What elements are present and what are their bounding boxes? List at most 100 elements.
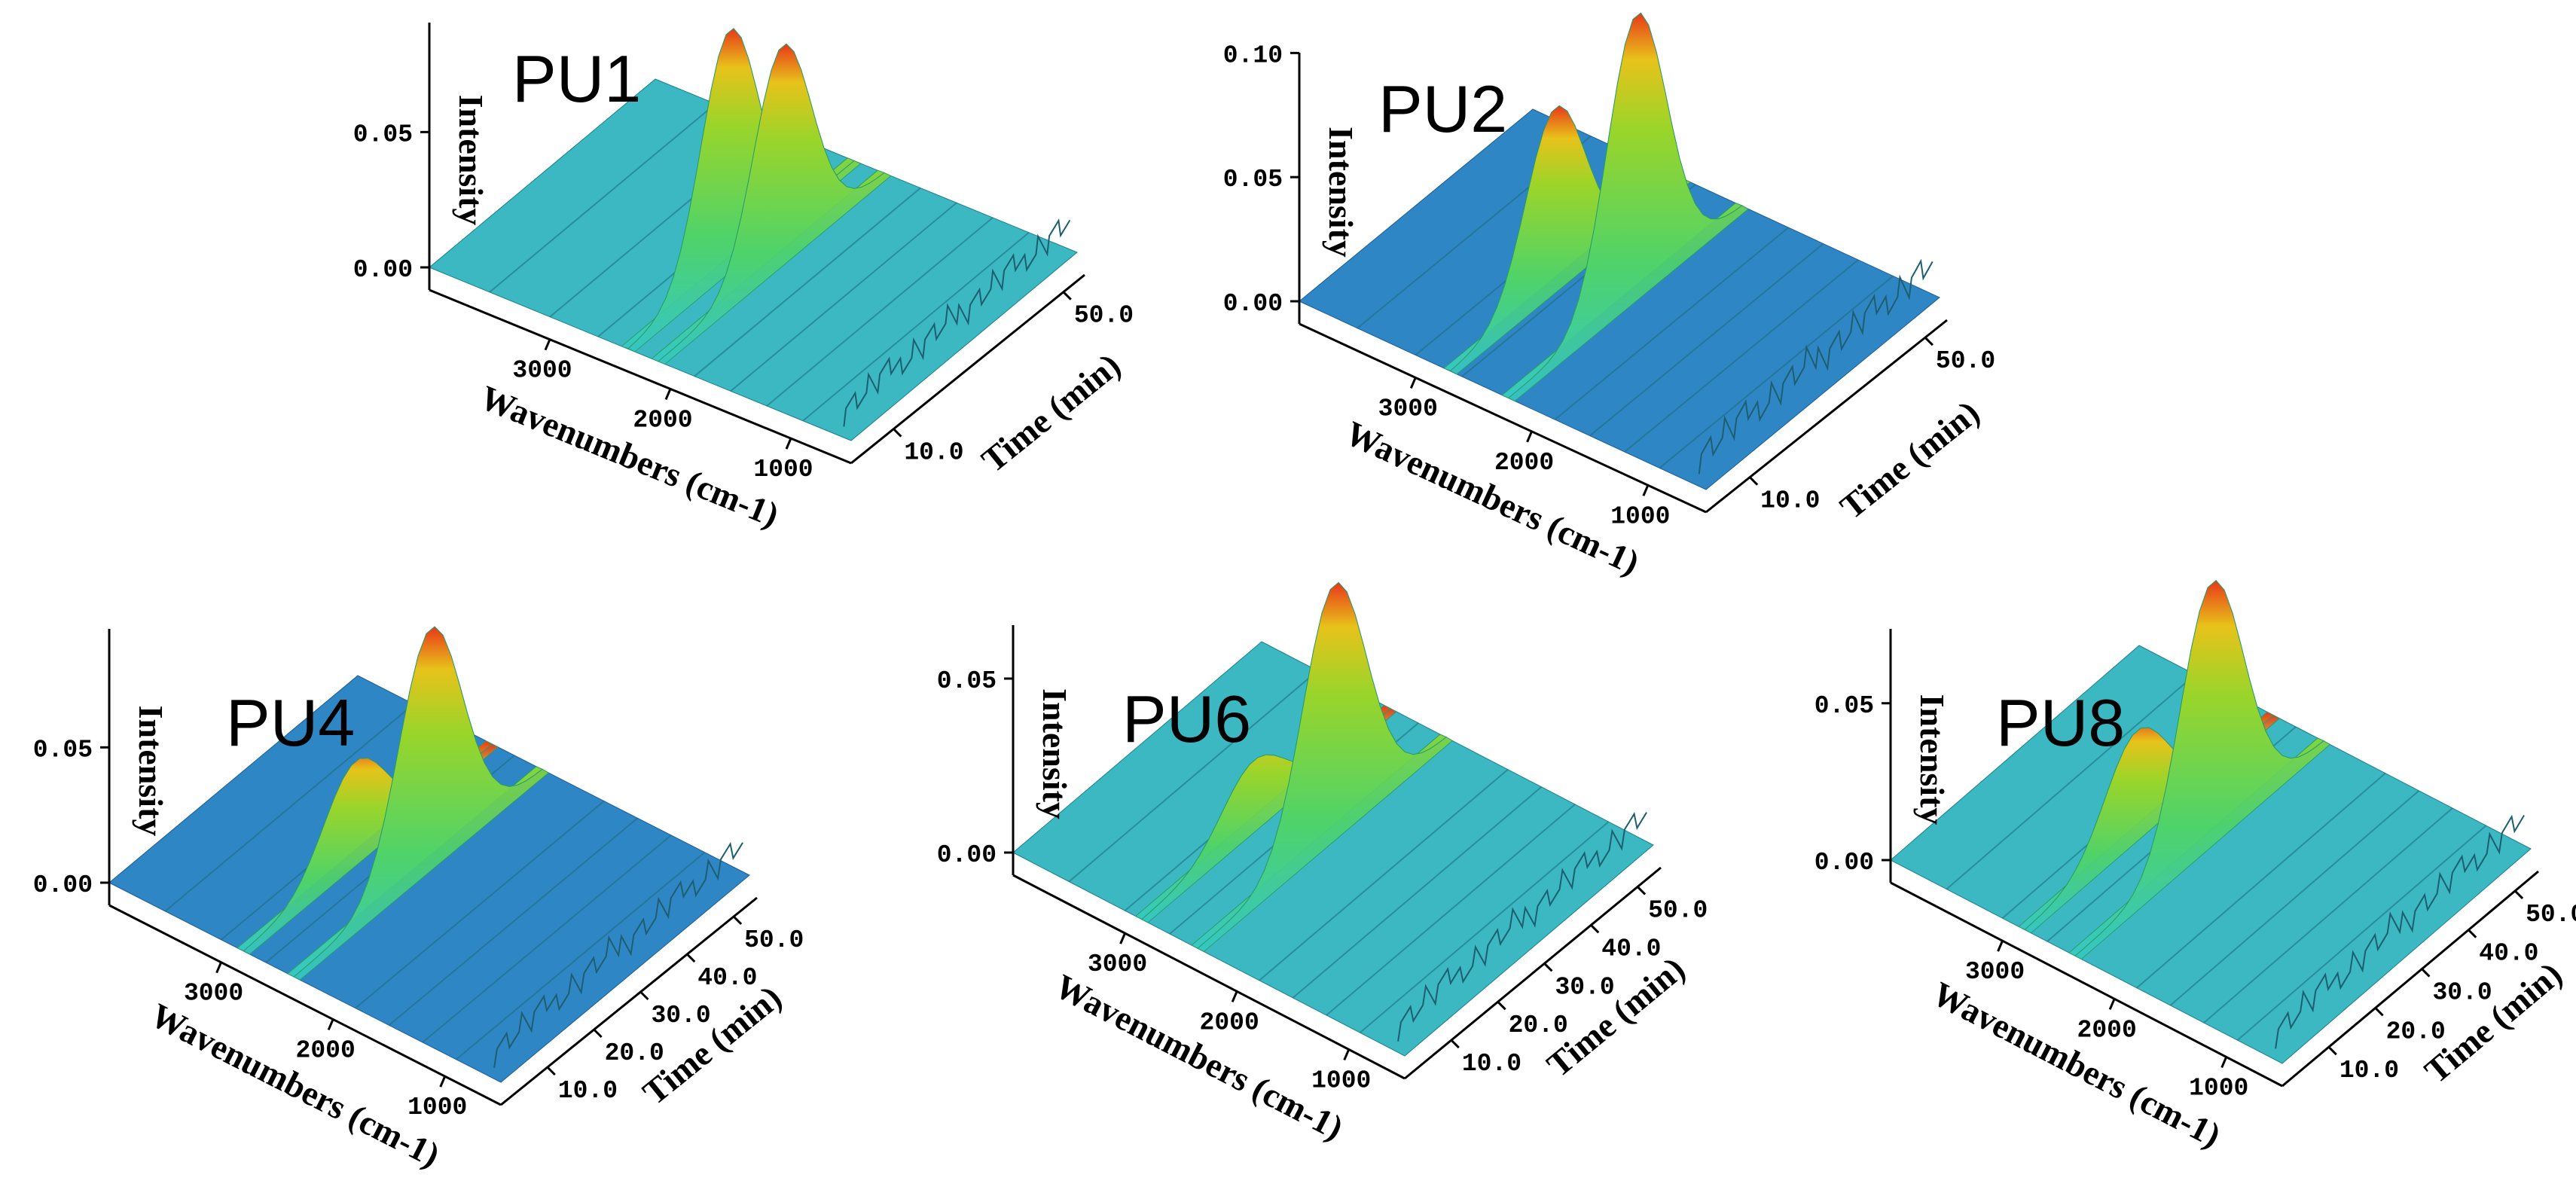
y-tick-mark: [1062, 291, 1072, 301]
surface-band: [1292, 786, 1543, 999]
x-tick-label: 2000: [1200, 1008, 1259, 1036]
panel-title: PU2: [1378, 72, 1507, 146]
y-tick-label: 40.0: [1601, 935, 1661, 963]
surface-band: [355, 800, 605, 1009]
y-tick-mark: [2468, 929, 2477, 938]
y-tick-mark: [2327, 1046, 2337, 1056]
x-axis: [1299, 322, 1707, 514]
surface-band: [1554, 227, 1790, 420]
x-tick-label: 2000: [2077, 1016, 2137, 1044]
y-tick-mark: [686, 953, 696, 963]
y-axis: [1705, 319, 1948, 514]
y-tick-mark: [1637, 886, 1647, 895]
y-tick-label: 50.0: [1936, 347, 1995, 375]
z-tick-label: 0.00: [33, 871, 93, 899]
x-tick-mark: [327, 1018, 334, 1031]
y-tick-mark: [639, 990, 649, 1001]
y-tick-mark: [1543, 963, 1553, 972]
surface-floor: [108, 675, 750, 1083]
x-tick-mark: [1997, 940, 2004, 952]
peak-ridge-shade-1: [627, 28, 862, 352]
z-axis-title: Intensity: [1322, 127, 1360, 258]
panel-pu8: 0.00 0.05 3000 2000 1000 10.0 20.0 30.0 40.0 50.0…: [1814, 579, 2576, 1155]
panel-title: PU1: [512, 41, 641, 116]
y-tick-mark: [1497, 1001, 1506, 1011]
surface-floor: [1890, 645, 2532, 1064]
surface-band: [730, 202, 957, 392]
x-tick-label: 2000: [1494, 449, 1554, 477]
x-axis-title: Wavenumbers (cm-1): [475, 378, 785, 535]
x-tick-mark: [664, 388, 672, 401]
surface-band: [489, 103, 716, 293]
z-tick-label: 0.00: [1814, 849, 1874, 877]
x-tick-mark: [785, 438, 792, 450]
z-axis-title: Intensity: [1913, 694, 1952, 825]
surface-band: [1659, 275, 1894, 469]
z-axis-title: Intensity: [452, 95, 490, 226]
y-tick-mark: [1590, 924, 1600, 934]
surface-band: [802, 231, 1030, 422]
y-axis: [1404, 866, 1662, 1080]
y-tick-mark: [733, 915, 743, 926]
panel-title: PU4: [226, 685, 355, 760]
x-tick-mark: [544, 339, 551, 351]
panel-pu4: 0.00 0.05 3000 2000 1000 10.0 20.0 30.0 40.0 50.0…: [33, 626, 804, 1174]
x-tick-label: 1000: [1311, 1066, 1371, 1094]
panel-pu1: 0.00 0.05 3000 2000 1000 10.0 50.0 Intensity Wav…: [353, 23, 1134, 534]
x-tick-mark: [1119, 932, 1126, 944]
x-tick-mark: [1409, 377, 1417, 389]
surface-band: [766, 217, 993, 407]
y-tick-label: 50.0: [2526, 901, 2576, 929]
z-tick-label: 0.05: [1814, 692, 1874, 720]
y-tick-label: 20.0: [1509, 1011, 1568, 1039]
surface-band: [388, 817, 639, 1027]
x-axis: [1890, 881, 2283, 1088]
x-tick-mark: [1343, 1048, 1351, 1061]
noise-edge: [2275, 814, 2525, 1049]
y-tick-mark: [2421, 968, 2431, 978]
surface-band: [2136, 772, 2386, 989]
x-tick-label: 1000: [753, 456, 813, 484]
y-tick-mark: [1749, 476, 1759, 486]
peak-ridge-shade-1: [1449, 105, 1692, 375]
y-tick-label: 10.0: [2339, 1057, 2399, 1085]
z-axis-title: Intensity: [1036, 688, 1074, 819]
noise-edge: [493, 841, 743, 1068]
y-tick-mark: [1450, 1039, 1460, 1049]
y-tick-mark: [1924, 337, 1934, 346]
y-tick-label: 10.0: [558, 1077, 618, 1105]
y-tick-mark: [2514, 889, 2524, 899]
y-axis: [500, 896, 758, 1106]
z-tick-label: 0.00: [937, 841, 997, 869]
x-tick-mark: [1231, 990, 1238, 1002]
z-axis-title: Intensity: [132, 706, 170, 837]
noise-edge: [843, 218, 1071, 427]
x-tick-label: 1000: [1610, 502, 1670, 530]
x-tick-mark: [1526, 431, 1533, 443]
z-tick-label: 0.10: [1223, 41, 1283, 69]
surface-band: [1259, 768, 1509, 981]
y-tick-label: 30.0: [1555, 973, 1614, 1001]
x-axis: [108, 904, 502, 1106]
y-tick-mark: [893, 428, 902, 438]
x-tick-label: 3000: [1378, 395, 1438, 423]
surface-band: [694, 187, 921, 377]
panel-pu6: 0.00 0.05 3000 2000 1000 10.0 20.0 30.0 40.0 50.0…: [937, 581, 1708, 1147]
y-tick-label: 10.0: [1462, 1050, 1521, 1078]
y-tick-label: 40.0: [697, 964, 757, 992]
z-tick-label: 0.05: [33, 736, 93, 764]
x-tick-mark: [2220, 1056, 2228, 1069]
x-tick-label: 3000: [512, 357, 572, 385]
noise-edge: [1397, 812, 1647, 1042]
x-axis: [429, 288, 852, 465]
surface-band: [1589, 243, 1824, 437]
peak-ridge-shade-2: [1197, 581, 1454, 953]
y-tick-label: 30.0: [651, 1002, 710, 1030]
x-tick-label: 1000: [407, 1094, 467, 1121]
x-tick-mark: [2108, 998, 2116, 1010]
x-tick-label: 3000: [1088, 950, 1147, 978]
noise-edge: [1698, 258, 1934, 474]
y-tick-label: 50.0: [1648, 896, 1708, 924]
surface-band: [1068, 670, 1318, 883]
